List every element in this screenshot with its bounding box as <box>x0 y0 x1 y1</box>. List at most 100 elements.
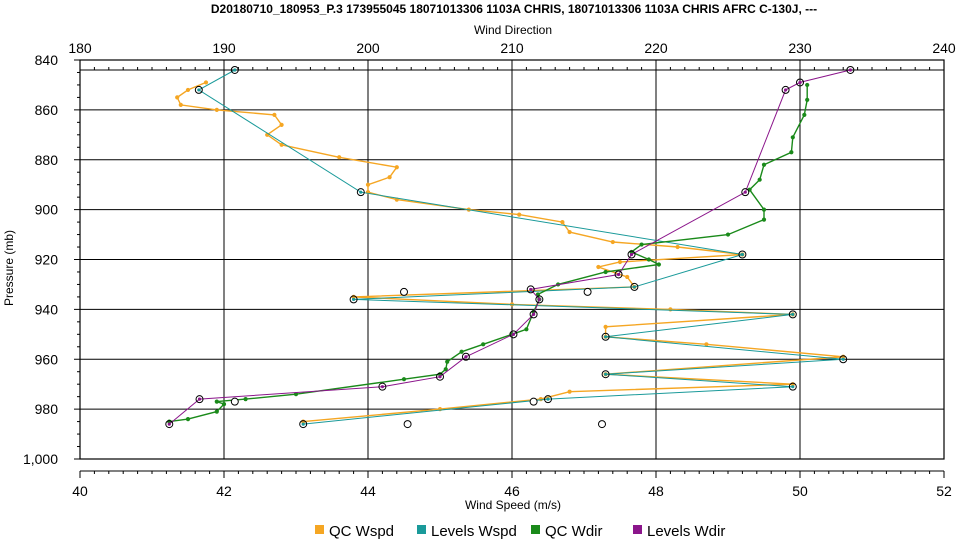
data-point-qc-wspd <box>517 212 522 217</box>
data-point-levels-wspd <box>630 282 639 291</box>
bottom-tick-label: 48 <box>648 483 664 499</box>
data-point-qc-wdir <box>185 417 191 422</box>
legend-label-levels-wspd: Levels Wspd <box>431 523 517 540</box>
left-tick-label: 900 <box>35 202 59 218</box>
data-point-qc-wspd <box>704 342 709 347</box>
data-point-levels-wdir <box>846 65 855 74</box>
data-point-levels-wspd <box>738 250 747 259</box>
data-point-levels-wspd <box>839 355 848 364</box>
chart-title: D20180710_180953_P.3 173955045 180710133… <box>211 2 817 16</box>
data-point-fill-levels-wdir <box>537 297 541 301</box>
data-point-qc-wspd <box>214 107 219 112</box>
data-point-levels-wspd <box>788 382 797 391</box>
data-point-qc-wspd <box>567 229 572 235</box>
bottom-tick-label: 42 <box>216 483 232 499</box>
bottom-tick-label: 46 <box>504 483 520 499</box>
data-point-qc-wdir <box>243 397 248 402</box>
data-point-fill-levels-wdir <box>784 88 788 92</box>
data-point-fill-levels-wspd <box>352 297 356 301</box>
data-point-fill-levels-wspd <box>233 68 237 72</box>
data-point-qc-wdir <box>401 377 407 382</box>
data-point-qc-wspd <box>203 80 209 85</box>
data-point-qc-wdir <box>221 402 227 407</box>
series-levels-wdir <box>165 65 855 429</box>
data-point-fill-levels-wspd <box>301 422 305 426</box>
data-point-qc-wdir <box>524 327 529 332</box>
data-point-qc-wspd <box>365 182 371 187</box>
legend-swatch-levels-wspd <box>417 525 426 534</box>
data-point-fill-levels-wdir <box>380 385 384 389</box>
data-point-qc-wspd <box>603 324 608 329</box>
data-point-fill-levels-wspd <box>604 372 608 376</box>
data-point-qc-wdir <box>757 177 762 182</box>
data-point-qc-wspd <box>279 142 284 147</box>
legend-label-levels-wdir: Levels Wdir <box>647 523 725 540</box>
left-tick-label: 960 <box>35 351 59 367</box>
data-point-qc-wspd <box>596 264 601 270</box>
bottom-tick-label: 44 <box>360 483 376 499</box>
data-point-qc-wdir <box>481 342 486 347</box>
data-point-qc-wspd <box>185 87 191 93</box>
data-point-qc-wdir <box>805 97 810 102</box>
data-point-levels-wspd <box>788 310 797 319</box>
data-point-fill-levels-wdir <box>798 80 802 85</box>
data-point-levels-wspd <box>349 295 358 304</box>
data-point-fill-levels-wdir <box>529 287 533 292</box>
data-point-qc-wspd <box>610 239 615 245</box>
data-point-levels-wdir <box>529 310 538 319</box>
legend-label-qc-wdir: QC Wdir <box>545 523 603 540</box>
data-point-levels-wdir <box>796 78 804 87</box>
data-point-qc-wdir <box>214 409 219 414</box>
data-point-levels-wspd <box>356 188 365 197</box>
data-point-fill-levels-wspd <box>604 335 608 339</box>
left-tick-label: 860 <box>35 102 59 118</box>
grid <box>80 60 944 459</box>
data-point-levels-wspd <box>230 65 239 74</box>
level-marker <box>583 287 592 296</box>
data-point-qc-wdir <box>790 135 795 140</box>
data-point-qc-wspd <box>560 219 565 225</box>
legend-swatch-qc-wdir <box>531 525 540 534</box>
bottom-tick-label: 50 <box>792 483 808 499</box>
level-marker <box>529 397 538 406</box>
data-point-qc-wdir <box>646 257 651 262</box>
data-point-levels-wspd <box>194 85 203 94</box>
data-point-qc-wdir <box>459 349 464 354</box>
level-marker <box>400 287 408 296</box>
data-point-qc-wdir <box>802 112 807 117</box>
data-point-qc-wspd <box>178 102 183 107</box>
data-point-qc-wdir <box>445 359 450 364</box>
data-point-qc-wspd <box>675 244 680 250</box>
legend-swatch-levels-wdir <box>633 525 642 534</box>
top-axis-label: Wind Direction <box>474 23 552 37</box>
data-point-fill-levels-wspd <box>359 190 363 194</box>
left-tick-label: 1,000 <box>23 451 58 467</box>
data-point-fill-levels-wspd <box>841 357 845 361</box>
data-point-levels-wdir <box>461 352 470 361</box>
level-marker <box>230 397 239 406</box>
tick-labels: 40 42 44 46 48 50 52 840 860 880 900 920 940 960 980 1,… <box>23 40 956 499</box>
data-point-qc-wspd <box>394 165 399 170</box>
data-point-fill-levels-wspd <box>791 385 795 389</box>
series-layer <box>165 65 855 429</box>
data-point-levels-wdir <box>509 330 518 339</box>
data-point-fill-levels-wspd <box>740 252 745 257</box>
data-point-levels-wspd <box>544 395 552 404</box>
data-point-fill-levels-wspd <box>791 312 795 316</box>
data-point-qc-wdir <box>761 217 767 222</box>
data-point-fill-levels-wdir <box>464 355 468 359</box>
data-point-qc-wspd <box>617 259 623 265</box>
left-tick-label: 940 <box>35 301 59 317</box>
data-point-qc-wdir <box>725 232 731 237</box>
data-point-levels-wdir <box>526 285 535 294</box>
data-point-fill-levels-wdir <box>743 190 747 194</box>
data-point-levels-wdir <box>535 295 544 304</box>
data-point-levels-wdir <box>614 270 623 279</box>
data-point-fill-levels-wdir <box>532 312 536 316</box>
data-point-levels-wdir <box>378 382 387 391</box>
data-point-levels-wdir <box>627 250 636 259</box>
data-point-fill-levels-wdir <box>511 332 516 336</box>
data-point-qc-wdir <box>761 207 767 212</box>
bottom-axis-label: Wind Speed (m/s) <box>465 498 561 512</box>
left-axis-label: Pressure (mb) <box>2 230 16 306</box>
